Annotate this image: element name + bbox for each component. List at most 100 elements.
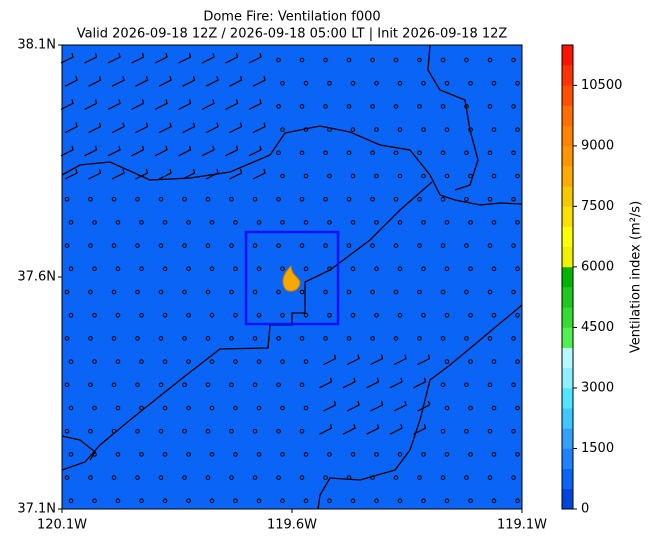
calm-marker: [303, 266, 309, 272]
calm-marker: [323, 57, 328, 63]
calm-marker: [468, 405, 473, 411]
calm-marker: [186, 498, 191, 504]
calm-marker: [323, 336, 328, 341]
calm-marker: [92, 405, 97, 411]
wind-barb: [229, 76, 243, 87]
calm-marker: [350, 127, 356, 132]
calm-marker: [299, 196, 305, 202]
wind-barb: [84, 52, 98, 64]
wind-barb: [64, 168, 78, 180]
calm-marker: [491, 173, 497, 179]
calm-marker: [374, 266, 379, 272]
calm-marker: [252, 243, 258, 248]
wind-barb: [417, 400, 431, 412]
calm-marker: [397, 220, 403, 225]
calm-marker: [68, 405, 74, 411]
calm-marker: [280, 80, 285, 86]
fire-box: [244, 230, 340, 326]
calm-marker: [280, 220, 285, 225]
calm-marker: [182, 428, 187, 434]
calm-marker: [68, 498, 74, 504]
colorbar-band: [562, 145, 573, 167]
calm-marker: [327, 173, 332, 179]
calm-marker: [440, 104, 446, 109]
calm-marker: [88, 428, 93, 434]
colorbar-band: [562, 307, 573, 328]
calm-marker: [209, 452, 215, 457]
calm-marker: [162, 359, 168, 364]
calm-marker: [491, 405, 497, 411]
wind-barb: [64, 122, 78, 134]
calm-marker: [64, 289, 70, 295]
wind-barb: [107, 52, 121, 64]
calm-marker: [421, 498, 426, 504]
calm-marker: [299, 57, 305, 63]
wind-barb: [60, 145, 74, 157]
calm-marker: [464, 336, 469, 341]
calm-marker: [468, 359, 473, 364]
calm-marker: [299, 150, 305, 156]
calm-marker: [162, 266, 168, 272]
calm-marker: [205, 289, 211, 295]
colorbar-band: [562, 488, 573, 510]
wind-barb: [135, 168, 149, 180]
calm-marker: [511, 428, 516, 434]
calm-marker: [276, 243, 281, 248]
wind-barb: [225, 145, 239, 157]
calm-marker: [421, 312, 426, 318]
calm-marker: [182, 475, 187, 480]
calm-marker: [158, 336, 164, 341]
calm-marker: [303, 452, 309, 457]
calm-marker: [158, 289, 164, 295]
calm-marker: [111, 336, 117, 341]
calm-marker: [350, 452, 356, 457]
calm-marker: [252, 196, 258, 202]
calm-marker: [88, 289, 93, 295]
calm-marker: [327, 312, 332, 318]
calm-marker: [397, 266, 403, 272]
calm-marker: [115, 266, 121, 272]
calm-marker: [327, 498, 332, 504]
colorbar-band: [562, 287, 573, 308]
calm-marker: [468, 452, 473, 457]
calm-marker: [464, 475, 469, 480]
calm-marker: [397, 452, 403, 457]
calm-marker: [444, 405, 450, 411]
calm-marker: [139, 452, 144, 457]
colorbar: 0 1500 3000 4500 6000 7500 9000 10500 Ventilatio…: [561, 44, 644, 517]
calm-marker: [276, 150, 281, 156]
calm-marker: [209, 266, 215, 272]
calm-marker: [280, 173, 285, 179]
calm-marker: [252, 336, 258, 341]
wind-barb: [111, 122, 125, 134]
calm-marker: [393, 57, 399, 63]
colorbar-band: [562, 428, 573, 449]
calm-marker: [229, 243, 234, 248]
calm-marker: [421, 452, 426, 457]
calm-marker: [421, 173, 426, 179]
wind-barb: [201, 52, 215, 64]
calm-marker: [397, 80, 403, 86]
calm-marker: [440, 336, 446, 341]
calm-marker: [229, 336, 234, 341]
calm-marker: [397, 498, 403, 504]
wind-barb: [413, 377, 427, 389]
calm-marker: [280, 127, 285, 132]
calm-marker: [444, 266, 450, 272]
county-line: [427, 44, 479, 191]
calm-marker: [276, 289, 281, 295]
calm-marker: [374, 220, 379, 225]
calm-marker: [299, 475, 305, 480]
calm-marker: [139, 405, 144, 411]
wind-barb: [248, 52, 262, 64]
calm-marker: [209, 359, 215, 364]
calm-marker: [68, 359, 74, 364]
calm-marker: [346, 104, 352, 109]
calm-marker: [162, 312, 168, 318]
wind-barb: [111, 168, 125, 180]
calm-marker: [111, 475, 117, 480]
calm-marker: [158, 428, 164, 434]
county-line: [61, 125, 523, 206]
calm-marker: [88, 475, 93, 480]
wind-barb: [178, 99, 192, 110]
